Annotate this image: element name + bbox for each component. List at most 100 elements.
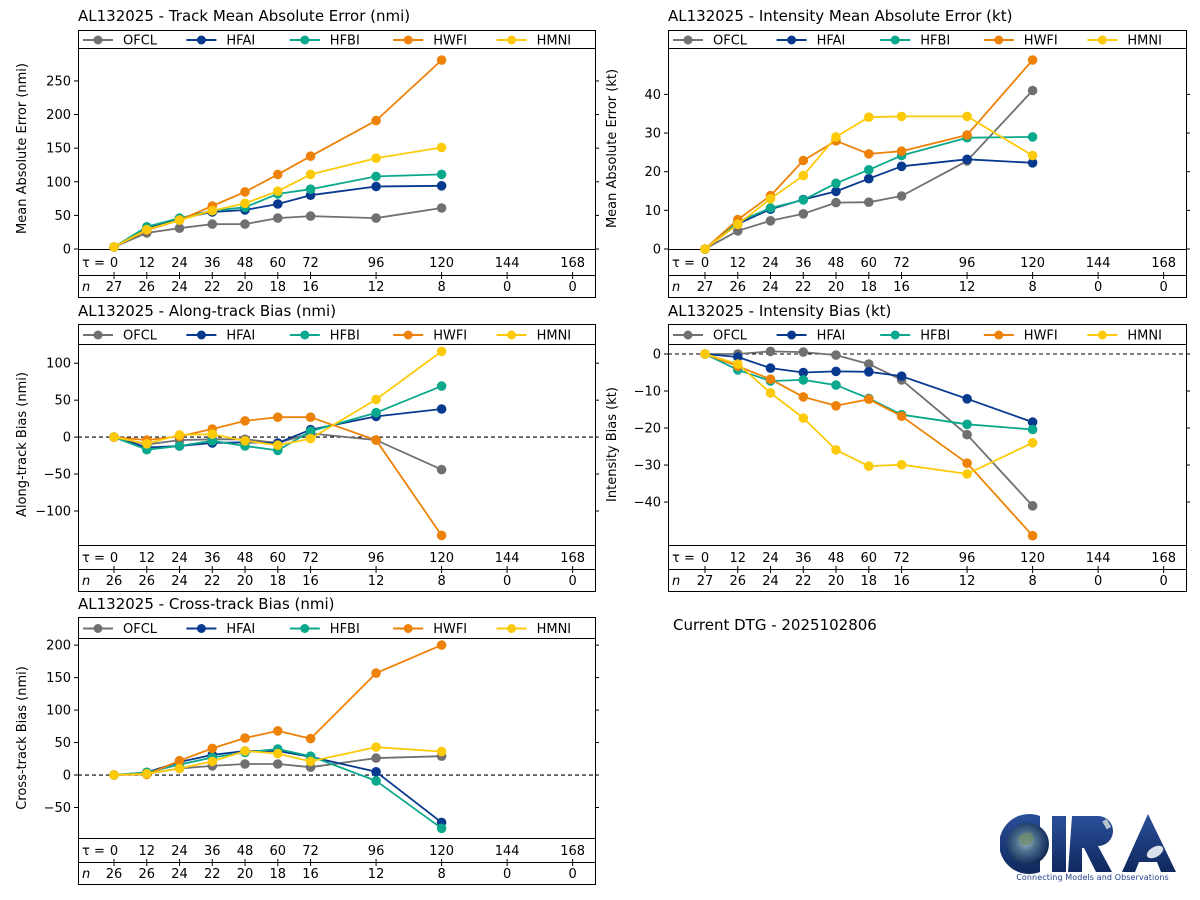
data-point [240, 746, 250, 756]
tau-tick-label: 120 [1020, 256, 1045, 271]
legend-item-hfai: HFAI [186, 329, 255, 344]
y-tick-label: 150 [46, 142, 71, 157]
n-count-label: 22 [795, 280, 812, 295]
tau-tick-label: 36 [204, 256, 221, 271]
legend-marker [93, 330, 103, 340]
tau-tick-label: 96 [959, 551, 976, 566]
tau-tick-label: 36 [204, 551, 221, 566]
data-point [962, 469, 972, 479]
legend-marker [507, 330, 517, 340]
n-count-label: 27 [697, 280, 714, 295]
data-point [240, 219, 250, 229]
data-point [174, 755, 185, 766]
legend-label: HFBI [330, 622, 360, 637]
data-point [174, 763, 185, 774]
data-point [831, 366, 841, 377]
tau-row-label: τ = [82, 844, 105, 859]
legend-item-hfbi: HFBI [880, 34, 950, 49]
data-point [864, 359, 874, 369]
legend-item-hfbi: HFBI [289, 34, 360, 49]
series-hfai [700, 349, 1038, 427]
n-count-label: 0 [1094, 574, 1102, 589]
data-point [273, 748, 283, 759]
y-axis-label: Mean Absolute Error (nmi) [15, 63, 30, 234]
legend-marker [196, 624, 206, 633]
data-point [436, 381, 447, 391]
tau-tick-label: 12 [138, 844, 155, 859]
tau-tick-label: 168 [560, 551, 585, 566]
legend-marker [196, 35, 206, 45]
legend-marker [994, 35, 1004, 45]
data-point [436, 142, 447, 153]
n-count-label: 26 [729, 280, 746, 295]
y-tick-label: 150 [46, 671, 71, 686]
legend-marker [787, 330, 797, 340]
data-point [864, 394, 874, 405]
data-point [896, 411, 907, 422]
data-point [864, 461, 874, 472]
data-point [765, 216, 776, 226]
data-point [142, 768, 152, 779]
data-point [436, 203, 447, 213]
n-count-label: 20 [237, 867, 254, 882]
data-point [436, 181, 447, 191]
legend-label: HFBI [330, 34, 360, 49]
legend-marker [683, 330, 693, 340]
tau-tick-label: 24 [762, 256, 779, 271]
legend-marker [403, 35, 413, 45]
data-point [962, 458, 972, 469]
data-point [305, 412, 316, 423]
data-point [273, 412, 283, 423]
chart-title: AL132025 - Cross-track Bias (nmi) [78, 595, 335, 613]
legend-item-hmni: HMNI [496, 329, 571, 344]
n-count-label: 27 [697, 574, 714, 589]
data-point [305, 151, 316, 161]
tau-tick-label: 48 [828, 256, 845, 271]
series-line [704, 353, 1034, 537]
data-point [436, 404, 447, 414]
data-point [207, 436, 218, 446]
legend-item-hfai: HFAI [776, 329, 845, 344]
tau-tick-label: 0 [110, 844, 118, 859]
legend-label: HFAI [226, 622, 255, 637]
chart-intensity-bias: AL132025 - Intensity Bias (kt) Intensity … [605, 302, 1190, 592]
legend-marker [403, 624, 413, 633]
y-axis-label: Along-track Bias (nmi) [15, 372, 30, 517]
tau-tick-label: 0 [701, 551, 709, 566]
data-point [700, 244, 710, 254]
legend-item-hfai: HFAI [776, 34, 845, 49]
y-tick-label: 10 [644, 204, 661, 219]
n-count-label: 22 [204, 867, 221, 882]
cira-tagline: Connecting Models and Observations [1016, 873, 1169, 882]
data-point [798, 170, 809, 181]
y-tick-label: −50 [44, 468, 71, 483]
legend-marker [994, 330, 1004, 340]
y-axis-label: Cross-track Bias (nmi) [15, 666, 30, 810]
legend-marker [93, 624, 103, 633]
data-point [305, 733, 316, 744]
data-point [896, 191, 907, 201]
data-point [1027, 530, 1038, 541]
tau-tick-label: 24 [171, 551, 188, 566]
data-point [864, 173, 874, 184]
y-tick-label: −100 [35, 505, 71, 520]
data-point [733, 219, 743, 230]
tau-tick-label: 36 [795, 551, 812, 566]
chart-frame [78, 324, 596, 592]
data-point [371, 776, 381, 786]
legend-item-hwfi: HWFI [983, 329, 1058, 344]
data-point [240, 759, 250, 769]
legend-label: OFCL [713, 329, 748, 344]
legend-marker [403, 330, 413, 340]
chart-frame [668, 30, 1187, 298]
y-tick-label: 20 [644, 165, 661, 180]
legend-item-hfbi: HFBI [880, 329, 950, 344]
chart-frame [78, 30, 596, 298]
series-hmni [700, 349, 1038, 479]
y-tick-label: −50 [44, 801, 71, 816]
legend-marker [507, 35, 517, 45]
data-point [436, 640, 447, 650]
tau-tick-label: 48 [237, 551, 254, 566]
y-tick-label: −20 [634, 422, 661, 437]
